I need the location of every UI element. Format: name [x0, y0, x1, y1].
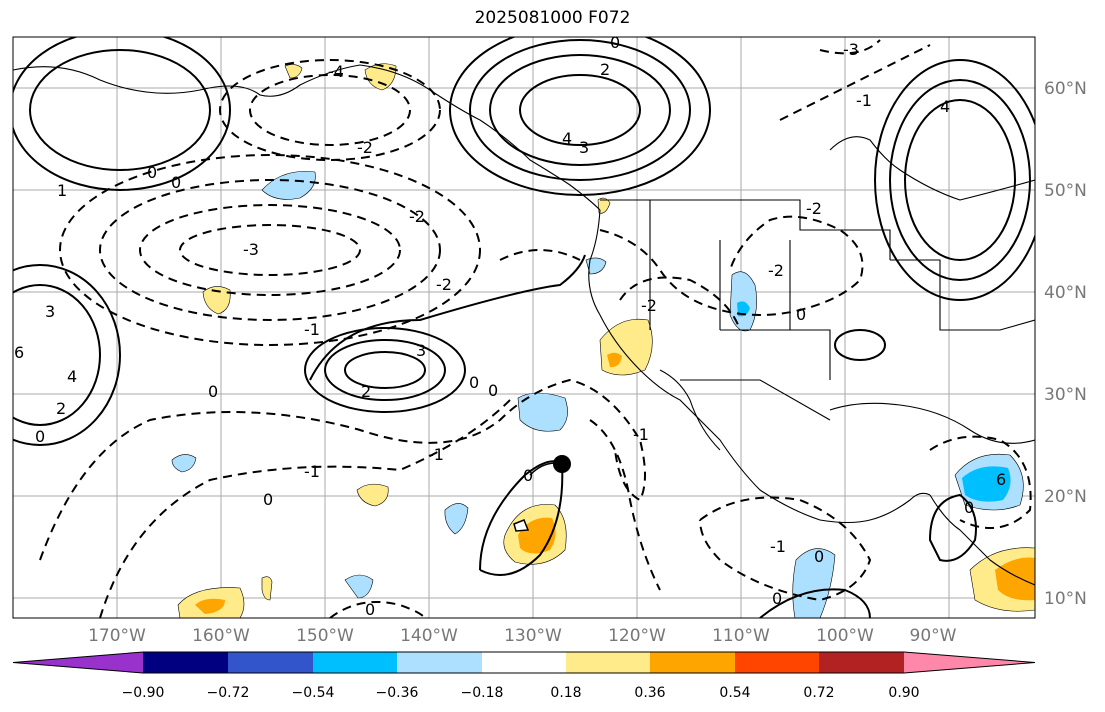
colorbar-tick-label: 0.90: [888, 685, 919, 701]
svg-text:-3: -3: [843, 40, 859, 59]
colorbar-segment: [397, 652, 482, 673]
svg-text:3: 3: [416, 341, 426, 360]
lat-label: 20°N: [1044, 487, 1087, 507]
lat-label: 10°N: [1044, 589, 1087, 609]
svg-text:3: 3: [45, 302, 55, 321]
storm-position-marker: [553, 455, 571, 473]
colorbar-tick-label: 0.18: [550, 685, 581, 701]
svg-text:0: 0: [147, 163, 157, 182]
svg-text:-3: -3: [243, 240, 259, 259]
svg-text:-1: -1: [633, 425, 649, 444]
colorbar-outline: [12, 651, 1036, 674]
lat-label: 30°N: [1044, 385, 1087, 405]
lon-label: 120°W: [608, 626, 666, 646]
colorbar-tick-label: −0.72: [207, 685, 250, 701]
svg-text:0: 0: [208, 382, 218, 401]
colorbar-segment: [819, 652, 904, 673]
svg-text:0: 0: [263, 490, 273, 509]
svg-text:-2: -2: [409, 207, 425, 226]
svg-text:0: 0: [964, 498, 974, 517]
svg-text:-2: -2: [436, 275, 452, 294]
colorbar: [12, 651, 1036, 674]
svg-text:1: 1: [57, 181, 67, 200]
latitude-labels: 60°N 50°N 40°N 30°N 20°N 10°N: [1044, 79, 1087, 609]
storm-track: [513, 455, 571, 532]
svg-text:6: 6: [996, 470, 1006, 489]
lat-label: 40°N: [1044, 283, 1087, 303]
map-content: 3 2 -1 0 0 -3 -2 -2 -2 -4 4 3 2 0 0 0 1 …: [13, 33, 1035, 619]
svg-text:2: 2: [56, 399, 66, 418]
colorbar-segment: [143, 652, 228, 673]
colorbar-tick-label: −0.36: [376, 685, 419, 701]
svg-text:0: 0: [35, 427, 45, 446]
svg-text:4: 4: [562, 129, 572, 148]
colorbar-segment: [228, 652, 313, 673]
svg-text:0: 0: [171, 173, 181, 192]
lon-label: 130°W: [504, 626, 562, 646]
lon-label: 110°W: [712, 626, 770, 646]
svg-text:0: 0: [469, 373, 479, 392]
svg-text:-4: -4: [328, 62, 344, 81]
map-frame: [12, 36, 1036, 619]
map-title: 2025081000 F072: [474, 8, 631, 28]
svg-text:0: 0: [814, 547, 824, 566]
coastlines: [13, 64, 1035, 586]
colorbar-tick-label: 0.54: [719, 685, 750, 701]
svg-text:-1: -1: [304, 320, 320, 339]
svg-text:0: 0: [365, 600, 375, 619]
svg-text:2: 2: [600, 60, 610, 79]
colorbar-tick-label: −0.90: [122, 685, 165, 701]
svg-text:-2: -2: [641, 296, 657, 315]
svg-text:-2: -2: [806, 199, 822, 218]
colorbar-segment: [566, 652, 650, 673]
svg-text:0: 0: [488, 381, 498, 400]
svg-text:-1: -1: [770, 537, 786, 556]
colorbar-tick-label: −0.18: [461, 685, 504, 701]
colorbar-tick-label: −0.54: [292, 685, 335, 701]
svg-text:6: 6: [14, 343, 24, 362]
svg-text:0: 0: [796, 305, 806, 324]
colorbar-extension-high: [904, 652, 1035, 673]
colorbar-extension-low: [13, 652, 143, 673]
svg-text:3: 3: [579, 138, 589, 157]
svg-text:2: 2: [361, 382, 371, 401]
colorbar-tick-label: 0.72: [803, 685, 834, 701]
lon-label: 100°W: [816, 626, 874, 646]
svg-text:-1: -1: [856, 91, 872, 110]
svg-text:-1: -1: [304, 462, 320, 481]
lat-label: 60°N: [1044, 79, 1087, 99]
colorbar-segment: [735, 652, 819, 673]
colorbar-segment: [313, 652, 397, 673]
svg-text:4: 4: [940, 97, 950, 116]
svg-text:-1: -1: [428, 445, 444, 464]
colorbar-segment: [482, 652, 566, 673]
lon-label: 170°W: [88, 626, 146, 646]
svg-text:-2: -2: [357, 138, 373, 157]
colorbar-segment: [650, 652, 735, 673]
longitude-labels: 170°W 160°W 150°W 140°W 130°W 120°W 110°…: [88, 626, 957, 646]
colorbar-ticks: −0.90 −0.72 −0.54 −0.36 −0.18 0.18 0.36 …: [122, 685, 920, 701]
svg-text:-2: -2: [768, 261, 784, 280]
svg-text:0: 0: [610, 33, 620, 52]
lon-label: 160°W: [192, 626, 250, 646]
lon-label: 90°W: [910, 626, 957, 646]
contour-labels: 3 2 -1 0 0 -3 -2 -2 -2 -4 4 3 2 0 0 0 1 …: [14, 33, 1006, 619]
colorbar-tick-label: 0.36: [634, 685, 665, 701]
lon-label: 140°W: [400, 626, 458, 646]
svg-text:0: 0: [772, 589, 782, 608]
svg-text:4: 4: [67, 367, 77, 386]
negative-contours: [39, 39, 1032, 618]
lat-label: 50°N: [1044, 181, 1087, 201]
svg-text:0: 0: [523, 466, 533, 485]
lon-label: 150°W: [296, 626, 354, 646]
